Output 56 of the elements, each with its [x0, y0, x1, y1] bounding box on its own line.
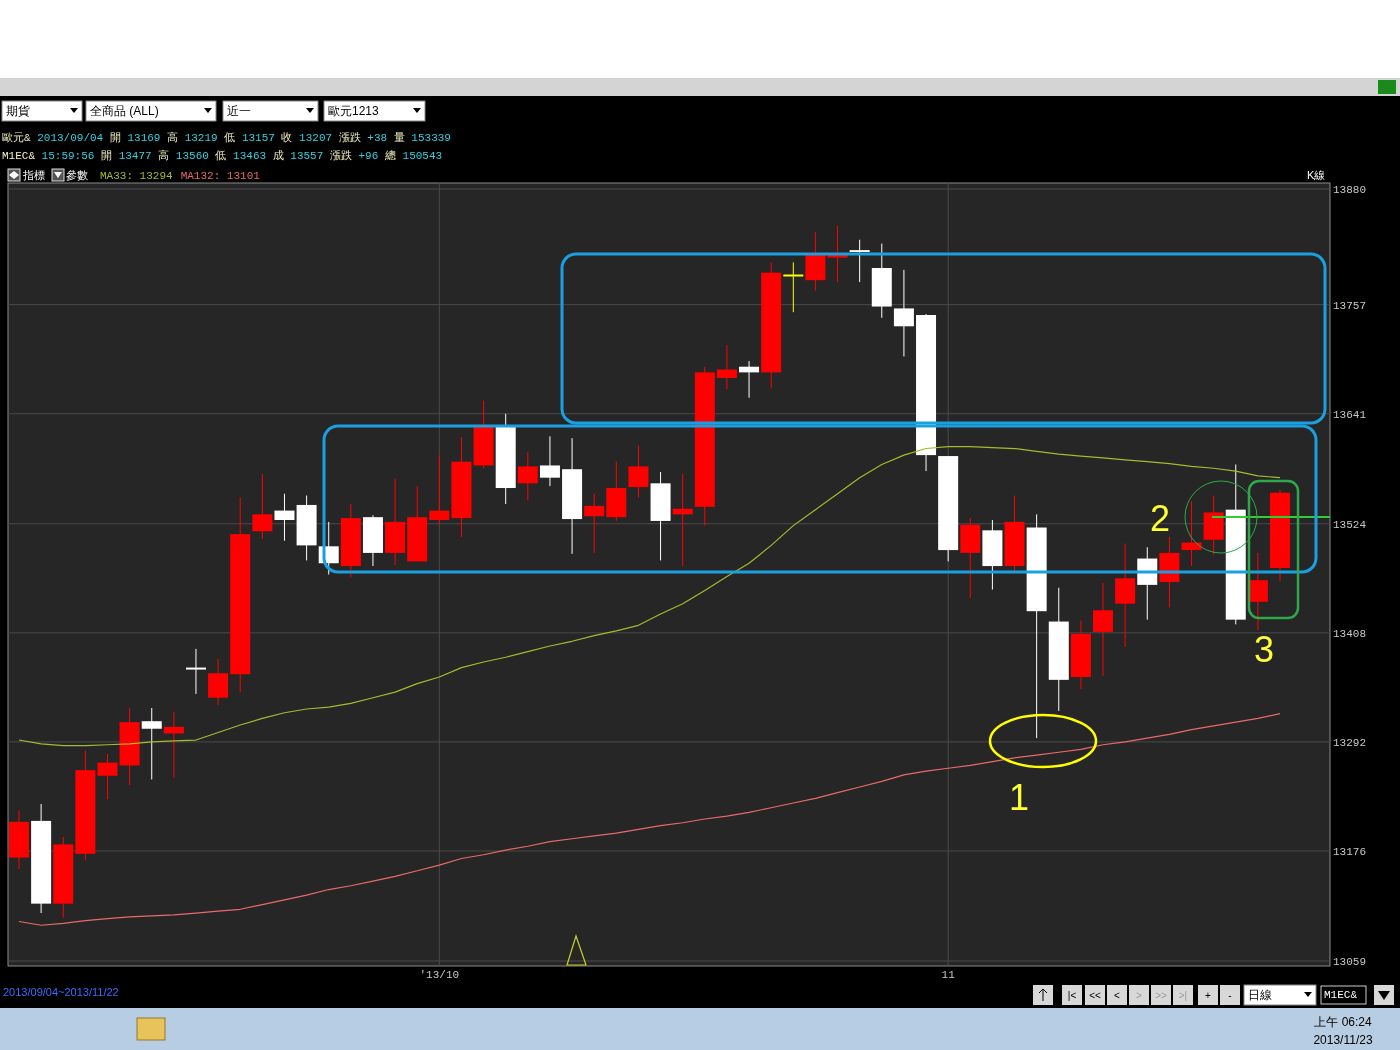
- y-tick-label: 13176: [1333, 845, 1367, 858]
- text: 歐元1213: [328, 104, 380, 118]
- line-series: [18, 713, 1281, 926]
- candlestick: [184, 648, 207, 695]
- text: 日線: [1248, 988, 1272, 1002]
- candlestick: [163, 711, 184, 779]
- annotation: 2: [1149, 498, 1171, 539]
- candlestick: [429, 454, 450, 526]
- text: 指標: [22, 169, 45, 181]
- x-tick-label: 11: [941, 969, 956, 981]
- y-tick-label: 13524: [1333, 518, 1367, 531]
- candlestick: [141, 707, 162, 781]
- text: <: [1114, 990, 1121, 1001]
- text: 期貨: [6, 104, 30, 118]
- line-series: [18, 446, 1281, 747]
- candlestick: [517, 451, 538, 501]
- text: 上午 06:24: [1314, 1015, 1372, 1029]
- text: 歐元& 2013/09/04 開 13169 高 13219 低 13157 收 13207 漲跌 +38 量 153339: [2, 132, 451, 144]
- x-tick-label: '13/10: [419, 969, 460, 981]
- text: 2013/11/23: [1313, 1033, 1373, 1047]
- text: <<: [1089, 990, 1101, 1001]
- candlestick: [716, 344, 737, 390]
- candlestick: [1093, 582, 1114, 677]
- text: 參數: [66, 169, 88, 181]
- text: |<: [1067, 990, 1077, 1001]
- text: -: [1228, 990, 1232, 1001]
- text: 2013/09/04~2013/11/22: [3, 986, 119, 998]
- text: 近一: [227, 104, 251, 118]
- text: K線: [1307, 169, 1326, 181]
- text: >>: [1155, 990, 1167, 1001]
- y-tick-label: 13408: [1333, 627, 1367, 640]
- y-tick-label: 13757: [1333, 299, 1367, 312]
- text: >|: [1178, 990, 1188, 1001]
- y-tick-label: 13292: [1333, 736, 1367, 749]
- y-tick-label: 13641: [1333, 408, 1367, 421]
- candlestick: [584, 493, 605, 554]
- text: M1EC&: [1324, 989, 1358, 1001]
- annotation: 3: [1253, 629, 1275, 670]
- text: >: [1136, 990, 1143, 1001]
- text: MA132: 13101: [180, 170, 261, 182]
- candlestick: [849, 239, 870, 283]
- annotation: 1: [1008, 777, 1030, 818]
- y-tick-label: 13059: [1333, 955, 1367, 968]
- candlestick: [893, 269, 914, 357]
- candlestick: [782, 261, 805, 313]
- candlestick: [274, 493, 295, 542]
- text: +: [1205, 990, 1212, 1001]
- candlestick: [97, 753, 118, 800]
- candlestick: [1247, 552, 1268, 631]
- text: MA33: 13294: [100, 170, 174, 182]
- text: M1EC& 15:59:56 開 13477 高 13560 低 13463 成 13557 漲跌 +96 總 150543: [2, 150, 443, 162]
- candlestick: [628, 445, 649, 498]
- y-tick-label: 13880: [1333, 183, 1367, 196]
- candlestick: [252, 473, 273, 540]
- text: 全商品 (ALL): [90, 104, 159, 118]
- candlestick: [539, 435, 560, 487]
